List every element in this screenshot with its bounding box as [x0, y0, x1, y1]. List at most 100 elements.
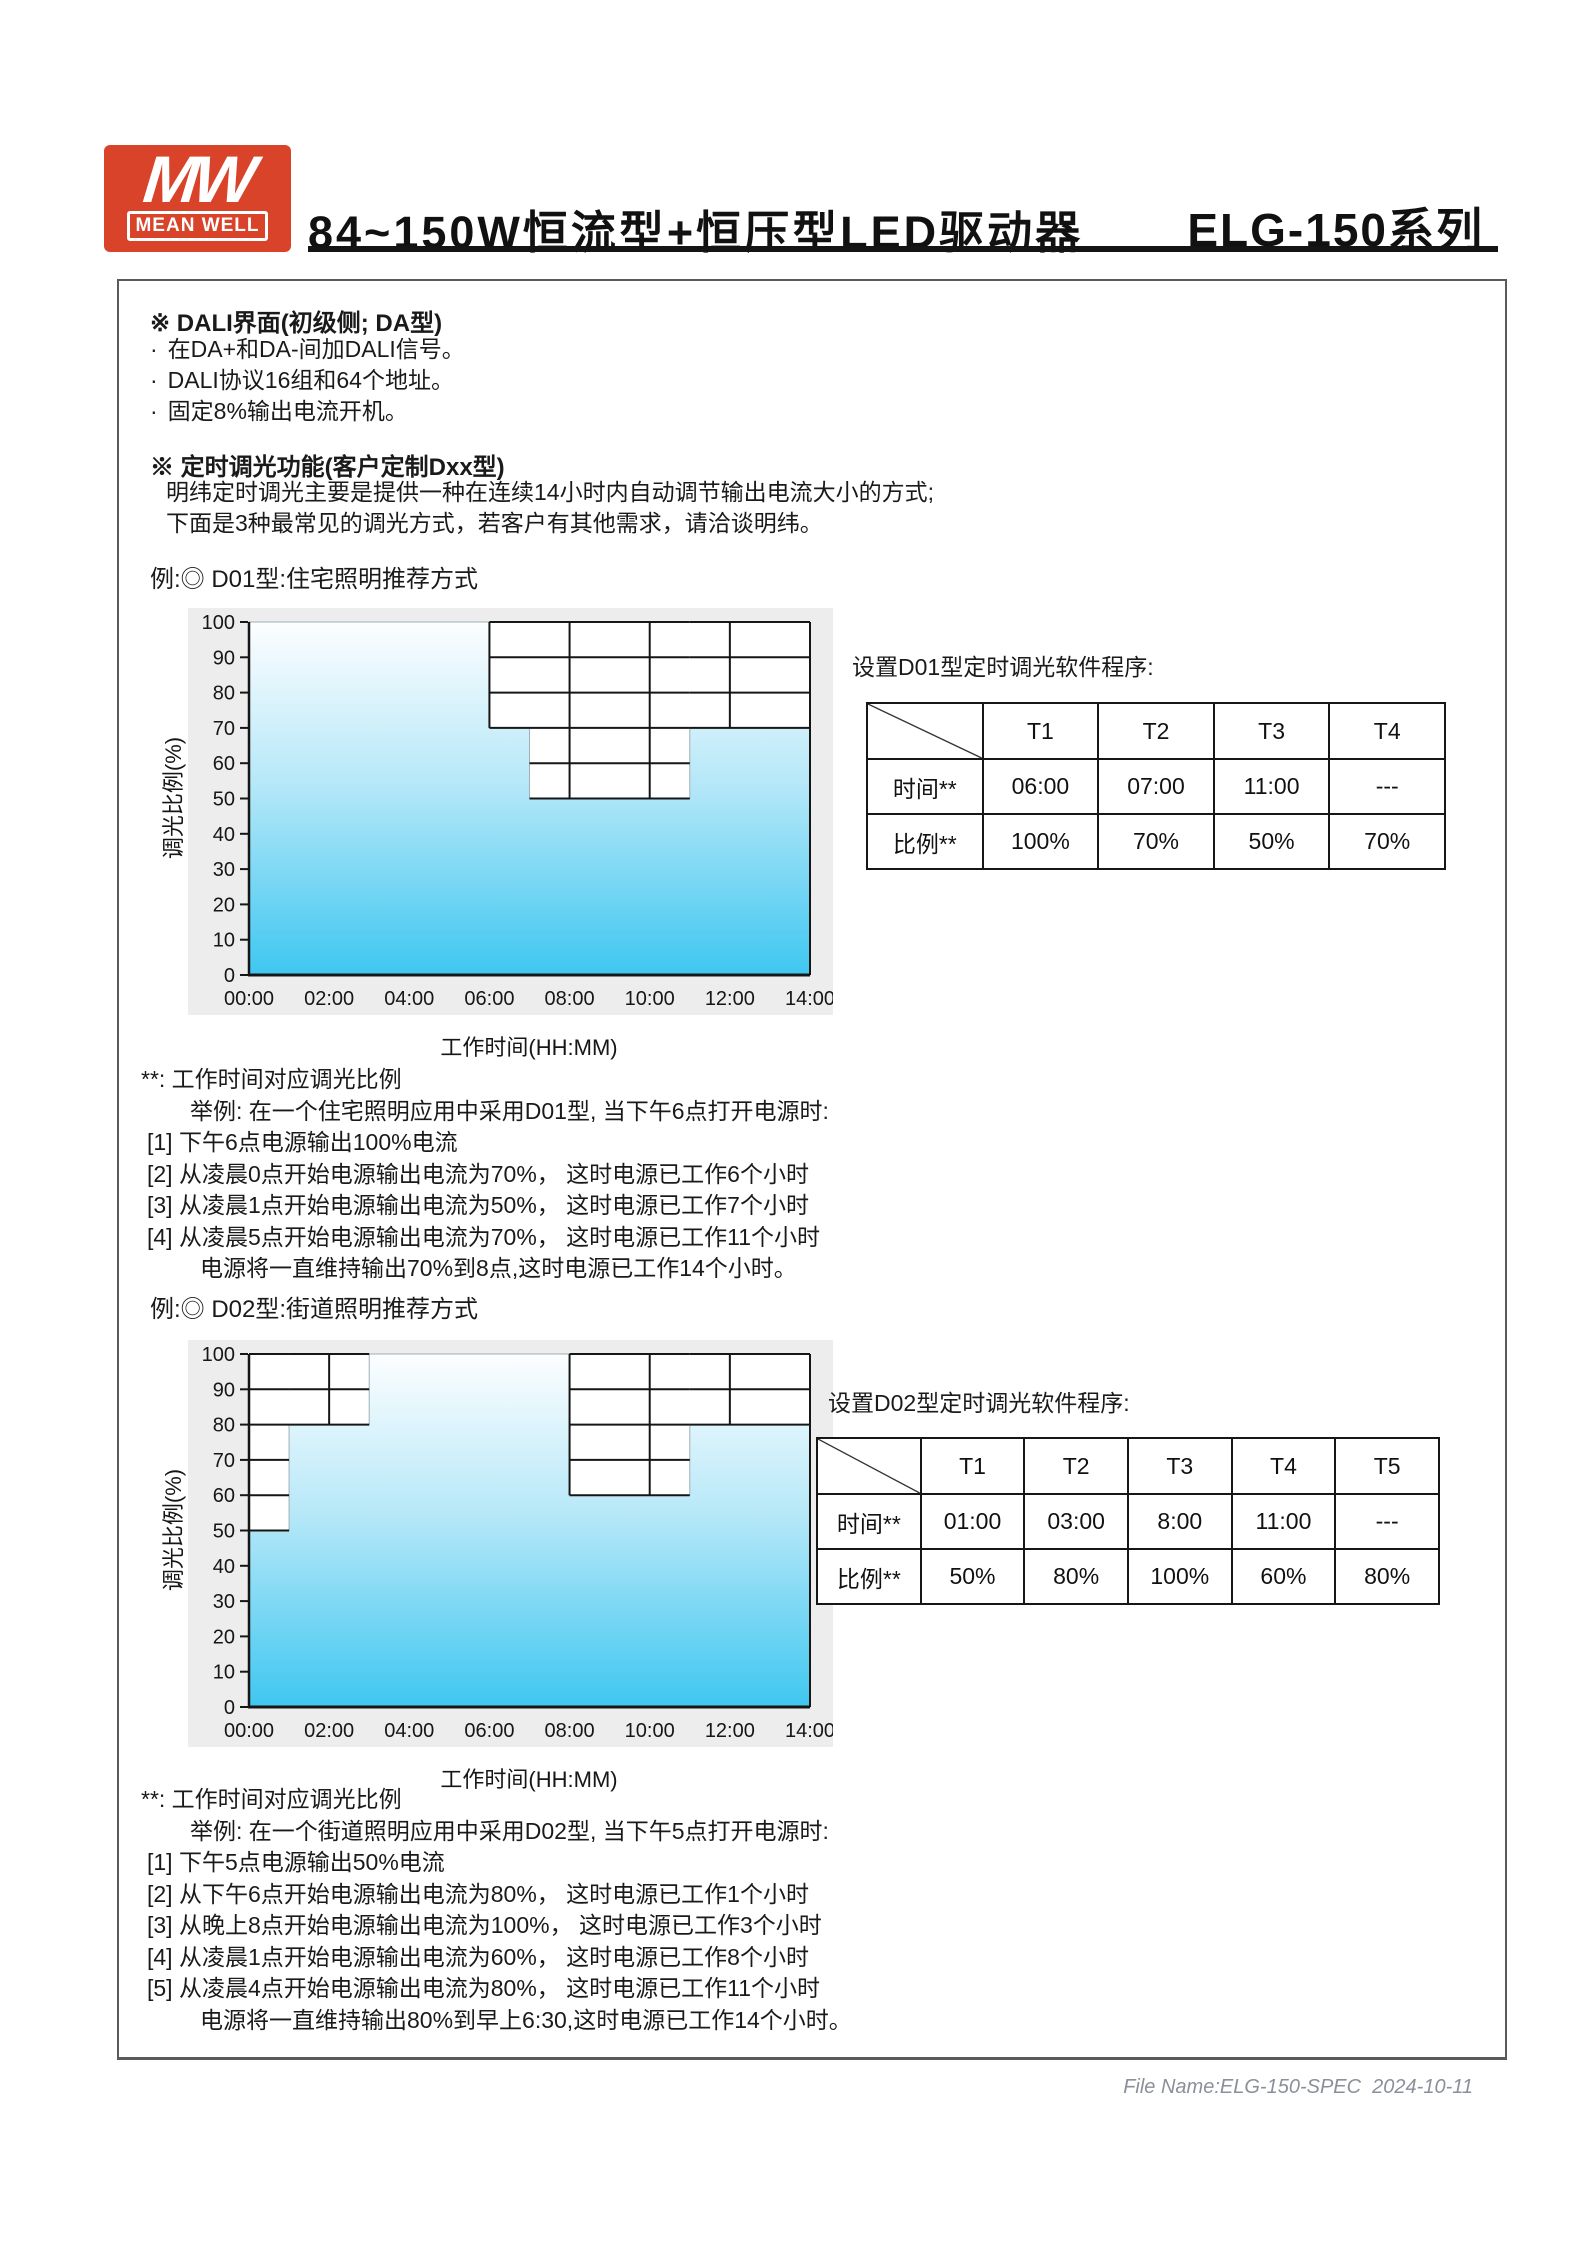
table-cell: --- [1328, 758, 1446, 815]
chart-d01-x-axis-label: 工作时间(HH:MM) [440, 1035, 618, 1060]
note-line: [5] 从凌晨4点开始电源输出电流为80%， 这时电源已工作11个小时 [147, 1975, 821, 2001]
table-col-header: T5 [1334, 1437, 1440, 1495]
table-col-header: T4 [1230, 1437, 1337, 1495]
note-line: [2] 从下午6点开始电源输出电流为80%， 这时电源已工作1个小时 [147, 1880, 809, 1907]
timer-line: 明纬定时调光主要是提供一种在连续14小时内自动调节输出电流大小的方式; [166, 479, 934, 505]
note-line: 电源将一直维持输出80%到早上6:30,这时电源已工作14个小时。 [200, 2006, 852, 2033]
notes-d01: **: 工作时间对应调光比例举例: 在一个住宅照明应用中采用D01型, 当下午6… [141, 1064, 829, 1285]
bullet-dot-icon: · [150, 367, 158, 393]
svg-text:10:00: 10:00 [625, 988, 675, 1010]
svg-text:14:00: 14:00 [785, 1720, 833, 1742]
bullet-dot-icon: · [150, 336, 158, 362]
svg-text:10: 10 [213, 1662, 235, 1684]
svg-text:08:00: 08:00 [545, 988, 595, 1010]
table-row-label: 时间** [866, 758, 984, 815]
note-line: [2] 从凌晨0点开始电源输出电流为70%， 这时电源已工作6个小时 [147, 1160, 809, 1187]
timing-table: T1 T2 T3 T4 T5 时间** 01:00 03:00 8:00 11:00 --- 比例**… [816, 1437, 1440, 1605]
svg-text:40: 40 [213, 824, 235, 846]
chart-d02-y-axis-label: 调光比例(%) [161, 1468, 186, 1592]
table-d01-caption: 设置D01型定时调光软件程序: [852, 654, 1154, 680]
table-col-header: T3 [1212, 702, 1331, 760]
table-cell: 80% [1334, 1548, 1440, 1605]
note-line: [3] 从晚上8点开始电源输出电流为100%， 这时电源已工作3个小时 [147, 1912, 822, 1938]
table-d02-caption: 设置D02型定时调光软件程序: [828, 1390, 1130, 1416]
meanwell-logo-mw-icon: MW [139, 142, 256, 216]
svg-text:08:00: 08:00 [545, 1720, 595, 1742]
svg-text:90: 90 [213, 647, 235, 669]
note-line: [1] 下午5点电源输出50%电流 [147, 1849, 445, 1875]
dali-bullet: · 在DA+和DA-间加DALI信号。 [150, 336, 465, 362]
table-col-header: T4 [1328, 702, 1446, 760]
dimming-chart-d02: 0 10 20 30 40 50 60 70 80 90 100 00:00 02:00 04:00 06:… [188, 1340, 833, 1747]
table-cell: 11:00 [1230, 1493, 1337, 1550]
svg-text:04:00: 04:00 [384, 988, 434, 1010]
table-row-label: 时间** [816, 1493, 922, 1550]
svg-text:0: 0 [224, 965, 235, 987]
svg-text:30: 30 [213, 1591, 235, 1613]
note-line: 举例: 在一个住宅照明应用中采用D01型, 当下午6点打开电源时: [190, 1097, 829, 1124]
svg-text:10: 10 [213, 930, 235, 952]
example-d01-label: 例:◎ D01型:住宅照明推荐方式 [150, 566, 479, 593]
svg-text:80: 80 [213, 1415, 235, 1437]
title-underline [308, 246, 1498, 252]
note-line: **: 工作时间对应调光比例 [141, 1066, 402, 1092]
footer-file-info: File Name:ELG-150-SPEC 2024-10-11 [1123, 2076, 1473, 2098]
svg-text:12:00: 12:00 [705, 988, 755, 1010]
table-cell: 06:00 [981, 758, 1100, 815]
table-cell: 50% [1212, 813, 1331, 870]
content-border-box [117, 279, 1507, 2060]
chart-d01-y-axis-label: 调光比例(%) [161, 736, 186, 860]
table-cell: 01:00 [919, 1493, 1026, 1550]
svg-text:06:00: 06:00 [464, 1720, 514, 1742]
svg-text:80: 80 [213, 683, 235, 705]
table-cell: 70% [1097, 813, 1215, 870]
table-cell: 11:00 [1212, 758, 1331, 815]
meanwell-logo: MW MEAN WELL [104, 142, 291, 252]
timer-section-heading: ※ 定时调光功能(客户定制Dxx型) [150, 454, 505, 481]
table-col-header: T2 [1023, 1437, 1129, 1495]
table-cell: 70% [1328, 813, 1446, 870]
note-line: [1] 下午6点电源输出100%电流 [147, 1129, 458, 1155]
bullet-dot-icon: · [150, 398, 158, 424]
table-col-header: T1 [919, 1437, 1026, 1495]
table-cell: 8:00 [1126, 1493, 1233, 1550]
table-cell: 100% [1126, 1548, 1233, 1605]
svg-text:100: 100 [202, 612, 235, 634]
dali-section-heading: ※ DALI界面(初级侧; DA型) [150, 310, 443, 337]
table-col-header: T3 [1126, 1437, 1233, 1495]
timer-section-text: 明纬定时调光主要是提供一种在连续14小时内自动调节输出电流大小的方式; 下面是3… [166, 477, 934, 539]
svg-text:50: 50 [213, 789, 235, 811]
note-line: [4] 从凌晨1点开始电源输出电流为60%， 这时电源已工作8个小时 [147, 1943, 809, 1970]
table-col-header: T2 [1097, 702, 1215, 760]
svg-text:30: 30 [213, 859, 235, 881]
timer-line: 下面是3种最常见的调光方式，若客户有其他需求，请洽谈明纬。 [166, 510, 823, 536]
svg-text:04:00: 04:00 [384, 1720, 434, 1742]
svg-text:40: 40 [213, 1556, 235, 1578]
note-line: [3] 从凌晨1点开始电源输出电流为50%， 这时电源已工作7个小时 [147, 1192, 809, 1218]
svg-text:70: 70 [213, 718, 235, 740]
svg-text:14:00: 14:00 [785, 988, 833, 1010]
table-row-label: 比例** [816, 1548, 922, 1605]
svg-text:50: 50 [213, 1521, 235, 1543]
meanwell-logo-brand: MEAN WELL [127, 211, 268, 241]
note-line: **: 工作时间对应调光比例 [141, 1786, 402, 1812]
note-line: 举例: 在一个街道照明应用中采用D02型, 当下午5点打开电源时: [190, 1817, 829, 1844]
svg-text:0: 0 [224, 1697, 235, 1719]
dali-bullet-list: · 在DA+和DA-间加DALI信号。 · DALI协议16组和64个地址。 · 固定8%… [150, 334, 465, 427]
svg-text:100: 100 [202, 1344, 235, 1366]
svg-text:02:00: 02:00 [304, 1720, 354, 1742]
table-cell: 07:00 [1097, 758, 1215, 815]
svg-text:10:00: 10:00 [625, 1720, 675, 1742]
table-cell: 100% [981, 813, 1100, 870]
svg-text:20: 20 [213, 1626, 235, 1648]
svg-text:90: 90 [213, 1379, 235, 1401]
chart-d02-x-axis-label: 工作时间(HH:MM) [440, 1767, 618, 1792]
svg-text:12:00: 12:00 [705, 1720, 755, 1742]
table-corner-diagonal [816, 1437, 922, 1495]
svg-text:20: 20 [213, 894, 235, 916]
note-line: [4] 从凌晨5点开始电源输出电流为70%， 这时电源已工作11个小时 [147, 1223, 821, 1250]
table-row-label: 比例** [866, 813, 984, 870]
dali-bullet: · DALI协议16组和64个地址。 [150, 367, 454, 393]
dimming-chart-d01: 0 10 20 30 40 50 60 70 80 90 100 00:00 02:00 04:00 06:… [188, 608, 833, 1015]
